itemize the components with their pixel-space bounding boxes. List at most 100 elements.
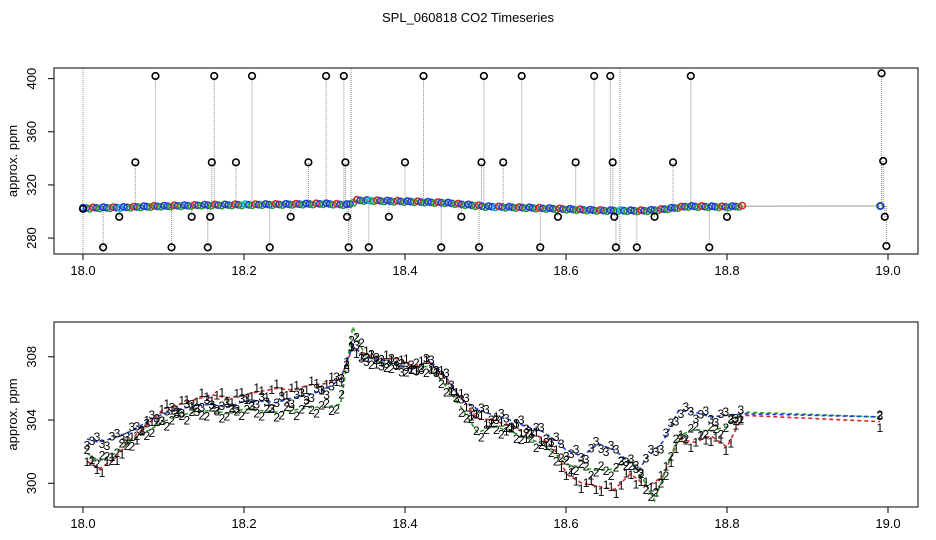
series-1-symbol: 1 bbox=[149, 415, 156, 429]
series-3-symbol: 3 bbox=[713, 415, 720, 429]
series-2-symbol: 2 bbox=[134, 429, 141, 443]
series-3-symbol: 3 bbox=[458, 393, 465, 407]
outlier-marker bbox=[668, 158, 678, 167]
series-2-symbol: 2 bbox=[368, 358, 375, 372]
series-1-symbol: 1 bbox=[228, 396, 235, 410]
y-tick-label: 308 bbox=[24, 346, 39, 368]
series-3-symbol: 3 bbox=[503, 412, 510, 426]
series-2-symbol: 2 bbox=[613, 460, 620, 474]
series-2-symbol: 2 bbox=[223, 410, 230, 424]
series-1-symbol: 1 bbox=[183, 393, 190, 407]
series-1-symbol: 1 bbox=[203, 390, 210, 404]
series-3-symbol: 3 bbox=[663, 426, 670, 440]
outlier-marker bbox=[286, 212, 295, 221]
series-1-symbol: 1 bbox=[353, 347, 360, 361]
outlier-marker bbox=[477, 158, 486, 167]
series-3-symbol: 3 bbox=[129, 420, 136, 434]
bottom-panel-lines bbox=[86, 323, 880, 503]
series-1-symbol: 1 bbox=[518, 426, 525, 440]
y-tick-label: 304 bbox=[24, 409, 39, 431]
series-1-symbol: 1 bbox=[263, 390, 270, 404]
series-3-symbol: 3 bbox=[877, 409, 884, 423]
series-3-symbol: 3 bbox=[268, 402, 275, 416]
series-3-symbol: 3 bbox=[718, 407, 725, 421]
series-2-symbol: 2 bbox=[518, 433, 525, 447]
series-1-symbol: 1 bbox=[673, 442, 680, 456]
series-3-symbol: 3 bbox=[618, 454, 625, 468]
bottom-panel-x-axis: 18.0 18.2 18.4 18.6 18.8 19.0 bbox=[70, 507, 901, 531]
series-1-symbol: 1 bbox=[503, 425, 510, 439]
outlier-marker bbox=[571, 158, 580, 167]
series-2-symbol: 2 bbox=[433, 364, 440, 378]
series-3-symbol: 3 bbox=[348, 340, 355, 354]
series-2-symbol: 2 bbox=[363, 351, 370, 365]
series-2-symbol: 2 bbox=[129, 440, 136, 454]
series-3-symbol: 3 bbox=[233, 402, 240, 416]
series-3-symbol: 3 bbox=[678, 407, 685, 421]
series-1-symbol: 1 bbox=[698, 428, 705, 442]
series-2-symbol: 2 bbox=[678, 431, 685, 445]
series-2-symbol: 2 bbox=[523, 427, 530, 441]
series-1-symbol: 1 bbox=[413, 364, 420, 378]
series-3-symbol: 3 bbox=[653, 445, 660, 459]
series-2-symbol: 2 bbox=[144, 429, 151, 443]
series-line-1 bbox=[86, 346, 880, 491]
baseline-marker bbox=[515, 203, 523, 211]
x-tick-label: 18.4 bbox=[392, 516, 417, 531]
series-2-symbol: 2 bbox=[208, 401, 215, 415]
series-2-symbol: 2 bbox=[348, 333, 355, 347]
series-3-symbol: 3 bbox=[558, 437, 565, 451]
series-3-symbol: 3 bbox=[258, 390, 265, 404]
series-3-symbol: 3 bbox=[89, 434, 96, 448]
series-3-symbol: 3 bbox=[318, 383, 325, 397]
outlier-marker bbox=[187, 212, 196, 221]
series-1-symbol: 1 bbox=[383, 348, 390, 362]
outlier-marker bbox=[882, 241, 891, 251]
series-3-symbol: 3 bbox=[198, 401, 205, 415]
series-1-symbol: 1 bbox=[668, 456, 675, 470]
series-3-symbol: 3 bbox=[468, 402, 475, 416]
series-1-symbol: 1 bbox=[293, 379, 300, 393]
series-1-symbol: 1 bbox=[99, 466, 106, 480]
series-2-symbol: 2 bbox=[538, 438, 545, 452]
series-1-symbol: 1 bbox=[193, 395, 200, 409]
series-2-symbol: 2 bbox=[288, 403, 295, 417]
series-3-symbol: 3 bbox=[418, 363, 425, 377]
series-2-symbol: 2 bbox=[408, 363, 415, 377]
outlier-marker bbox=[364, 243, 373, 252]
series-3-symbol: 3 bbox=[393, 359, 400, 373]
series-3-symbol: 3 bbox=[343, 362, 350, 376]
series-3-symbol: 3 bbox=[353, 339, 360, 353]
series-3-symbol: 3 bbox=[568, 447, 575, 461]
series-3-symbol: 3 bbox=[613, 443, 620, 457]
series-3-symbol: 3 bbox=[588, 441, 595, 455]
series-1-symbol: 1 bbox=[169, 404, 176, 418]
series-1-symbol: 1 bbox=[628, 468, 635, 482]
baseline-marker bbox=[576, 205, 584, 214]
series-2-symbol: 2 bbox=[563, 454, 570, 468]
series-1-symbol: 1 bbox=[179, 393, 186, 407]
series-3-symbol: 3 bbox=[293, 388, 300, 402]
outlier-marker bbox=[632, 243, 641, 252]
series-1-symbol: 1 bbox=[678, 428, 685, 442]
series-2-symbol: 2 bbox=[533, 441, 540, 455]
series-2-symbol: 2 bbox=[183, 413, 190, 427]
series-1-symbol: 1 bbox=[723, 444, 730, 458]
outlier-marker bbox=[207, 158, 216, 167]
x-tick-label: 18.2 bbox=[231, 516, 256, 531]
series-1-symbol: 1 bbox=[278, 385, 285, 399]
series-3-symbol: 3 bbox=[478, 401, 485, 415]
series-3-symbol: 3 bbox=[598, 442, 605, 456]
outlier-marker bbox=[247, 71, 257, 81]
x-tick-label: 18.2 bbox=[231, 263, 256, 278]
series-1-symbol: 1 bbox=[318, 383, 325, 397]
series-2-symbol: 2 bbox=[688, 422, 695, 436]
series-1-symbol: 1 bbox=[188, 400, 195, 414]
series-1-symbol: 1 bbox=[428, 363, 435, 377]
series-3-symbol: 3 bbox=[388, 352, 395, 366]
baseline-marker bbox=[454, 199, 463, 208]
series-2-symbol: 2 bbox=[119, 436, 126, 450]
series-1-symbol: 1 bbox=[713, 430, 720, 444]
bottom-panel-y-axis: 300 304 308 bbox=[24, 346, 54, 494]
